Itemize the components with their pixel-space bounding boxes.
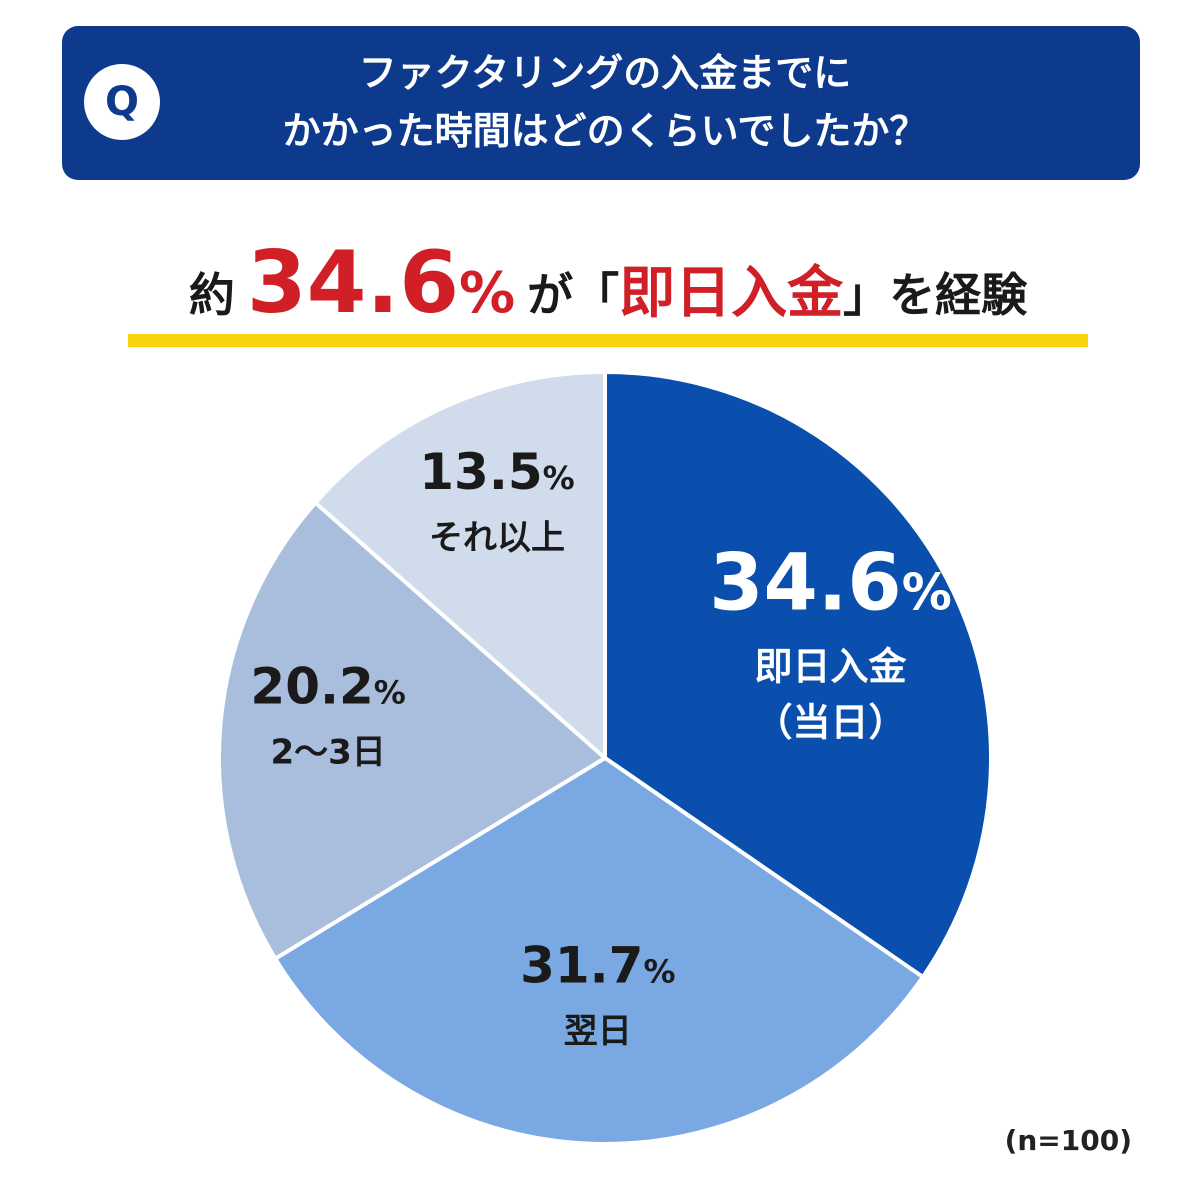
pie-label-4: 13.5% それ以上: [419, 443, 574, 558]
pie-label-1: 34.6% 即日入金 （当日）: [709, 538, 952, 744]
pie-value-label-2: 31.7%: [520, 937, 675, 995]
pie-category-label-2: 翌日: [564, 1012, 632, 1052]
headline-bracket-open: 「: [573, 268, 620, 322]
pie-value-label-3: 20.2%: [250, 658, 405, 716]
pie-sublabel-1: （当日）: [755, 700, 907, 744]
pie-value-label-1: 34.6%: [709, 538, 952, 628]
pie-slice-3: [217, 500, 607, 961]
headline: 約 34.6% が 「 即日入金 」 を経験: [128, 240, 1088, 326]
headline-underline: [128, 334, 1088, 347]
pie-label-3: 20.2% 2〜3日: [250, 658, 405, 773]
pie-category-label-1: 即日入金: [755, 644, 908, 688]
question-line-2: かかった時間はどのくらいでしたか？: [282, 109, 928, 153]
headline-middle: が: [527, 268, 574, 322]
question-banner: [62, 26, 1140, 180]
question-badge: Q: [84, 64, 160, 140]
headline-suffix: を経験: [889, 268, 1028, 322]
pie-category-label-4: それ以上: [429, 518, 565, 558]
pie-slice-2: [273, 756, 925, 1146]
question-text: ファクタリングの入金までに かかった時間はどのくらいでしたか？: [190, 44, 1020, 160]
headline-quote: 即日入金: [619, 261, 844, 326]
question-line-1: ファクタリングの入金までに: [358, 51, 852, 95]
pie-slice-1: [603, 370, 993, 979]
pie-category-label-3: 2〜3日: [270, 733, 385, 773]
sample-size-note: (n=100): [1004, 1124, 1132, 1157]
headline-bracket-close: 」: [843, 268, 890, 322]
pie-value-label-4: 13.5%: [419, 443, 574, 501]
headline-value: 34.6: [246, 233, 460, 333]
pie-slice-4: [313, 370, 607, 760]
pie-label-2: 31.7% 翌日: [520, 937, 675, 1052]
headline-percent: %: [459, 261, 516, 326]
headline-prefix: 約: [188, 268, 235, 322]
headline-value-group: 34.6%: [247, 240, 515, 326]
